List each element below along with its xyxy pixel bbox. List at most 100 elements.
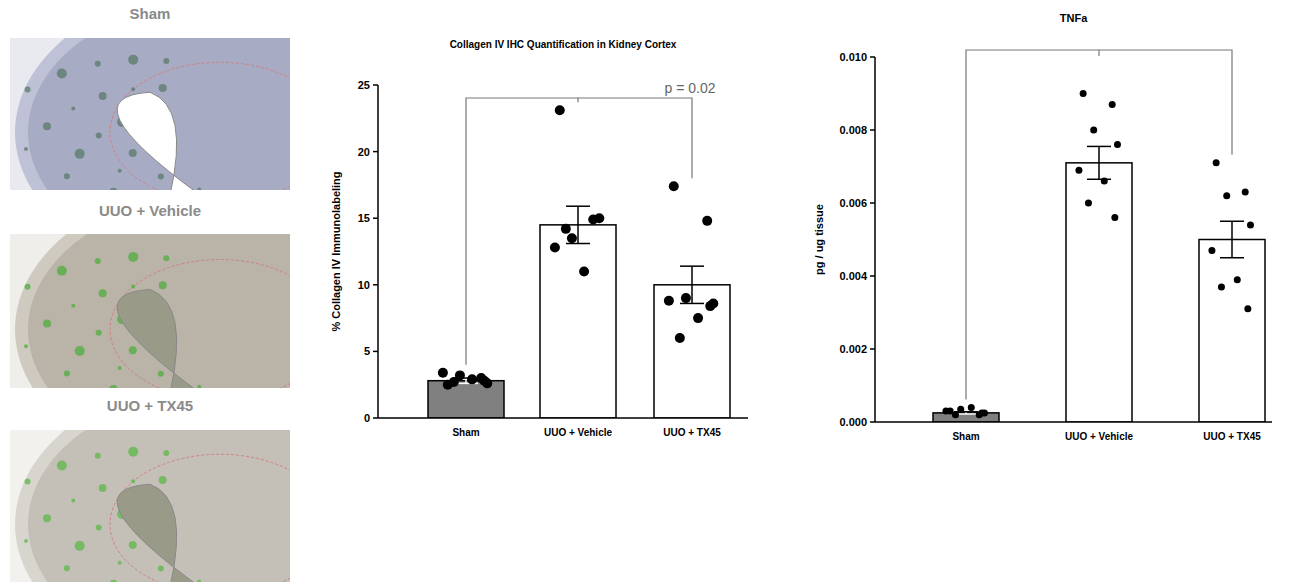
plot-area: [933, 90, 1265, 422]
stain-spot: [99, 484, 107, 492]
kidney-cortex: [28, 38, 290, 190]
data-point: [1247, 221, 1254, 228]
chart-title: TNFa: [1060, 12, 1088, 24]
error-cap: [566, 205, 590, 207]
stain-spot: [96, 330, 102, 336]
kidney-outline: [15, 38, 290, 190]
stain-spot: [158, 371, 164, 377]
kidney-cortex: [28, 234, 290, 388]
stain-spot: [75, 541, 85, 551]
stain-spot: [43, 514, 51, 522]
stain-spot: [96, 133, 102, 139]
error-cap: [1087, 146, 1111, 148]
stain-spot: [24, 344, 28, 348]
stain-spot: [129, 149, 137, 157]
data-point: [567, 233, 577, 243]
error-line: [691, 266, 693, 303]
data-point: [1114, 141, 1121, 148]
error-line: [1098, 146, 1100, 179]
chart: TNFapg / ug tissue0.0000.0020.0040.0060.…: [813, 12, 1272, 442]
data-point: [664, 296, 674, 306]
bar: [1199, 240, 1265, 423]
data-point: [438, 368, 448, 378]
stain-spot: [128, 447, 138, 457]
tick-label: 15: [358, 212, 370, 224]
x-axis: [378, 417, 748, 419]
stain-spot: [71, 304, 75, 308]
tick-label: 0.010: [839, 51, 867, 63]
tick-label: 0.006: [839, 197, 867, 209]
panel-label: Sham: [130, 5, 171, 22]
stain-spot: [197, 385, 201, 388]
y-axis-title: pg / ug tissue: [813, 204, 825, 275]
stain-spot: [24, 147, 28, 151]
category-label: Sham: [452, 427, 479, 438]
micrograph: [10, 38, 290, 190]
cortex-boundary: [110, 259, 290, 388]
data-point: [1208, 247, 1215, 254]
data-point: [1080, 90, 1087, 97]
data-point: [968, 404, 975, 411]
y-axis: [377, 85, 379, 418]
tick-label: 0.002: [839, 343, 867, 355]
data-point: [550, 243, 560, 253]
bar: [933, 413, 999, 422]
stain-spot: [154, 388, 164, 389]
stain-spot: [99, 92, 107, 100]
category-label: UUO + Vehicle: [544, 427, 613, 438]
stain-spot: [118, 169, 122, 173]
stain-spot: [71, 106, 75, 110]
stain-spot: [118, 561, 122, 565]
data-point: [555, 105, 565, 115]
bracket-line: [466, 98, 578, 365]
micrograph: [10, 430, 290, 582]
error-line: [577, 206, 579, 243]
stain-spot: [129, 346, 137, 354]
stain-spot: [95, 61, 101, 67]
annotation: p = 0.02: [665, 80, 716, 96]
tick-label: 0.004: [839, 270, 867, 282]
category-label: UUO + Vehicle: [1065, 431, 1134, 442]
stain-spot: [64, 371, 70, 377]
bar: [428, 381, 504, 418]
bar: [1066, 163, 1132, 422]
stain-spot: [25, 86, 31, 92]
stain-spot: [159, 476, 167, 484]
data-point: [705, 301, 715, 311]
stain-spot: [163, 58, 169, 64]
data-point: [449, 377, 459, 387]
stain-spot: [95, 453, 101, 459]
data-point: [1244, 305, 1251, 312]
hilum: [117, 484, 200, 582]
panel-label: UUO + Vehicle: [99, 202, 201, 219]
error-bar: [566, 206, 590, 243]
stain-spot: [197, 580, 201, 582]
data-point: [1085, 200, 1092, 207]
stain-spot: [128, 252, 138, 262]
stain-spot: [57, 461, 67, 471]
data-point: [957, 406, 964, 413]
stain-spot: [43, 319, 51, 327]
stain-spot: [57, 69, 67, 79]
stain-spot: [163, 450, 169, 456]
stain-spot: [57, 266, 67, 276]
data-point: [561, 224, 571, 234]
tick-label: 0: [364, 412, 370, 424]
stain-spot: [109, 188, 117, 190]
error-bar: [680, 266, 704, 303]
stain-spot: [131, 479, 135, 483]
bracket-line: [578, 98, 692, 178]
data-point: [952, 411, 959, 418]
hilum: [117, 289, 200, 388]
stain-spot: [75, 149, 85, 159]
error-cap: [566, 243, 590, 245]
micrograph: [10, 234, 290, 388]
chart-title: Collagen IV IHC Quantification in Kidney…: [450, 39, 677, 50]
data-point: [594, 213, 604, 223]
panel-label: UUO + TX45: [107, 397, 193, 414]
error-line: [1231, 221, 1233, 258]
stain-spot: [24, 539, 28, 543]
bracket: [466, 98, 692, 365]
kidney-cortex: [28, 430, 290, 582]
category-label: Sham: [952, 431, 979, 442]
